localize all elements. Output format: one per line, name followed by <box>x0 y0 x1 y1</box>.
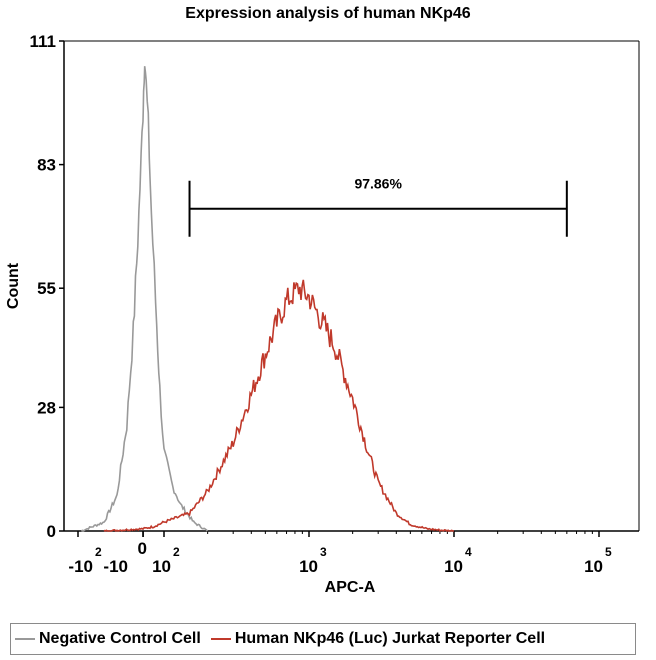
x-tick-exponent: 3 <box>320 545 327 559</box>
y-tick-label: 55 <box>37 279 56 298</box>
x-tick-label: -10 <box>103 557 128 576</box>
legend-swatch-negative <box>15 638 35 640</box>
x-tick-exponent: 4 <box>465 545 472 559</box>
legend-item-negative: Negative Control Cell <box>15 630 201 648</box>
series-group <box>80 66 454 533</box>
series-nkp46-reporter <box>103 279 454 533</box>
legend: Negative Control Cell Human NKp46 (Luc) … <box>10 623 636 655</box>
gate-percent-label: 97.86% <box>354 176 402 192</box>
y-tick-label: 0 <box>47 522 56 541</box>
legend-label-reporter: Human NKp46 (Luc) Jurkat Reporter Cell <box>234 630 546 647</box>
x-axis-label: APC-A <box>325 579 376 596</box>
y-tick-label: 28 <box>37 398 56 417</box>
y-axis-label: Count <box>5 262 22 309</box>
legend-label-negative: Negative Control Cell <box>39 630 201 647</box>
chart-title: Expression analysis of human NKp46 <box>185 5 471 22</box>
plot-frame <box>63 40 640 532</box>
x-tick-exponent: 2 <box>173 545 180 559</box>
gate-marker: 97.86% <box>188 176 568 237</box>
x-tick-exponent: 2 <box>95 545 102 559</box>
y-tick-label: 83 <box>37 156 56 175</box>
x-tick-label: 10 <box>299 557 318 576</box>
legend-swatch-reporter <box>210 638 231 640</box>
y-ticks: 0 28 55 83 111 <box>30 32 64 541</box>
y-tick-label: 111 <box>30 32 57 51</box>
x-tick-label: 10 <box>152 557 171 576</box>
x-tick-label: -10 <box>68 557 93 576</box>
series-negative-control <box>80 66 209 532</box>
x-tick-label: 10 <box>444 557 463 576</box>
x-tick-exponent: 5 <box>605 545 612 559</box>
legend-item-reporter: Human NKp46 (Luc) Jurkat Reporter Cell <box>210 630 546 648</box>
histogram-chart: Expression analysis of human NKp46 02855… <box>5 5 640 596</box>
x-tick-label: 0 <box>138 539 147 558</box>
x-tick-label: 10 <box>584 557 603 576</box>
